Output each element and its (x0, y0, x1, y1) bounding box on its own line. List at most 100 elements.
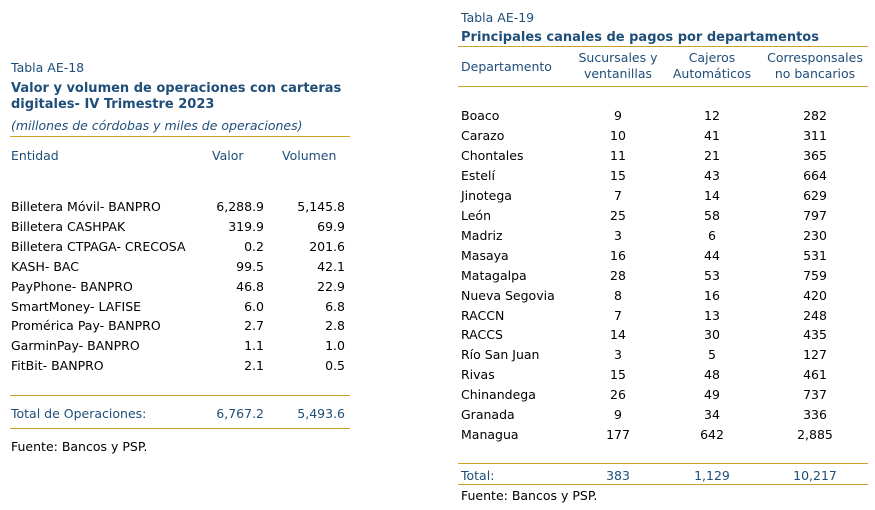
column-header-branches-line2: ventanillas (583, 66, 653, 81)
cell-atm: 58 (704, 207, 720, 223)
total-volume: 5,493.6 (297, 406, 345, 421)
cell-atm: 6 (708, 227, 716, 243)
table-caption: Tabla AE-18 (11, 60, 85, 75)
cell-branches: 15 (610, 367, 626, 383)
cell-volume: 5,145.8 (297, 199, 345, 214)
table-row: Jinotega 7 14 629 (461, 186, 871, 206)
table-row: Billetera CTPAGA- CRECOSA 0.2 201.6 (11, 237, 351, 257)
table-row: SmartMoney- LAFISE 6.0 6.8 (11, 297, 351, 317)
cell-atm: 14 (704, 187, 720, 203)
cell-branches: 10 (610, 127, 626, 143)
cell-branches: 7 (614, 187, 622, 203)
cell-entity: FitBit- BANPRO (11, 358, 104, 374)
divider (458, 86, 868, 87)
total-agents: 10,217 (793, 468, 837, 483)
cell-value: 99.5 (236, 258, 264, 274)
table-row: Madriz 3 6 230 (461, 226, 871, 246)
cell-branches: 3 (614, 347, 622, 363)
cell-atm: 13 (704, 307, 720, 323)
table-row: Managua 177 642 2,885 (461, 425, 871, 445)
source-note: Fuente: Bancos y PSP. (11, 439, 148, 454)
column-header-atm-line2: Automáticos (672, 66, 752, 81)
cell-agents: 759 (803, 267, 827, 283)
divider (458, 463, 868, 464)
table-row: Boaco 9 12 282 (461, 106, 871, 126)
cell-branches: 15 (610, 167, 626, 183)
cell-atm: 5 (708, 347, 716, 363)
cell-branches: 16 (610, 247, 626, 263)
total-atm: 1,129 (694, 468, 730, 483)
table-row: Billetera CASHPAK 319.9 69.9 (11, 217, 351, 237)
table-row: Matagalpa 28 53 759 (461, 266, 871, 286)
cell-volume: 0.5 (325, 358, 345, 374)
table-row: KASH- BAC 99.5 42.1 (11, 257, 351, 277)
cell-atm: 41 (704, 127, 720, 143)
total-label: Total: (461, 468, 495, 483)
cell-department: Boaco (461, 108, 500, 123)
table-caption: Tabla AE-19 (461, 10, 535, 25)
table-row: PayPhone- BANPRO 46.8 22.9 (11, 277, 351, 297)
cell-agents: 629 (803, 187, 827, 203)
cell-agents: 336 (803, 407, 827, 423)
cell-atm: 642 (700, 427, 724, 443)
table-row: Rivas 15 48 461 (461, 365, 871, 385)
cell-branches: 25 (610, 207, 626, 223)
cell-agents: 127 (803, 347, 827, 363)
table-row: Billetera Móvil- BANPRO 6,288.9 5,145.8 (11, 197, 351, 217)
cell-entity: KASH- BAC (11, 258, 79, 274)
cell-department: RACCS (461, 327, 503, 343)
cell-department: Matagalpa (461, 267, 527, 283)
table-row: Río San Juan 3 5 127 (461, 345, 871, 365)
cell-branches: 26 (610, 387, 626, 403)
column-header-entity: Entidad (11, 148, 59, 163)
cell-branches: 7 (614, 307, 622, 323)
cell-entity: Promérica Pay- BANPRO (11, 318, 161, 334)
table-title: Principales canales de pagos por departa… (461, 30, 819, 45)
table-row: Chinandega 26 49 737 (461, 385, 871, 405)
divider (458, 484, 868, 485)
cell-department: Jinotega (461, 187, 512, 203)
cell-volume: 42.1 (317, 258, 345, 274)
cell-value: 1.1 (244, 338, 264, 354)
cell-department: Río San Juan (461, 347, 540, 363)
cell-department: Madriz (461, 227, 503, 243)
cell-branches: 14 (610, 327, 626, 343)
divider (10, 395, 350, 396)
table-row: Nueva Segovia 8 16 420 (461, 286, 871, 306)
cell-atm: 44 (704, 247, 720, 263)
table-row: GarminPay- BANPRO 1.1 1.0 (11, 336, 351, 356)
cell-volume: 6.8 (325, 298, 345, 314)
cell-value: 46.8 (236, 278, 264, 294)
cell-department: Estelí (461, 167, 495, 183)
cell-branches: 9 (614, 108, 622, 123)
table-row: Promérica Pay- BANPRO 2.7 2.8 (11, 316, 351, 336)
cell-department: Nueva Segovia (461, 287, 555, 303)
table-row: Estelí 15 43 664 (461, 166, 871, 186)
cell-branches: 8 (614, 287, 622, 303)
cell-atm: 30 (704, 327, 720, 343)
total-value: 6,767.2 (216, 406, 264, 421)
cell-branches: 177 (606, 427, 630, 443)
cell-department: Chinandega (461, 387, 536, 403)
cell-agents: 664 (803, 167, 827, 183)
cell-atm: 49 (704, 387, 720, 403)
table-row: RACCN 7 13 248 (461, 306, 871, 326)
table-row: RACCS 14 30 435 (461, 325, 871, 345)
cell-department: RACCN (461, 307, 505, 323)
cell-entity: PayPhone- BANPRO (11, 278, 133, 294)
table-subtitle: (millones de córdobas y miles de operaci… (11, 118, 303, 133)
column-header-branches-line1: Sucursales y (578, 50, 658, 65)
cell-agents: 365 (803, 147, 827, 163)
cell-entity: Billetera CASHPAK (11, 218, 126, 234)
cell-agents: 737 (803, 387, 827, 403)
cell-value: 0.2 (244, 238, 264, 254)
divider (10, 136, 350, 137)
cell-atm: 48 (704, 367, 720, 383)
cell-agents: 435 (803, 327, 827, 343)
cell-volume: 22.9 (317, 278, 345, 294)
cell-entity: SmartMoney- LAFISE (11, 298, 142, 314)
table-row: Chontales 11 21 365 (461, 146, 871, 166)
cell-branches: 11 (610, 147, 626, 163)
divider (10, 428, 350, 429)
divider (458, 46, 868, 47)
